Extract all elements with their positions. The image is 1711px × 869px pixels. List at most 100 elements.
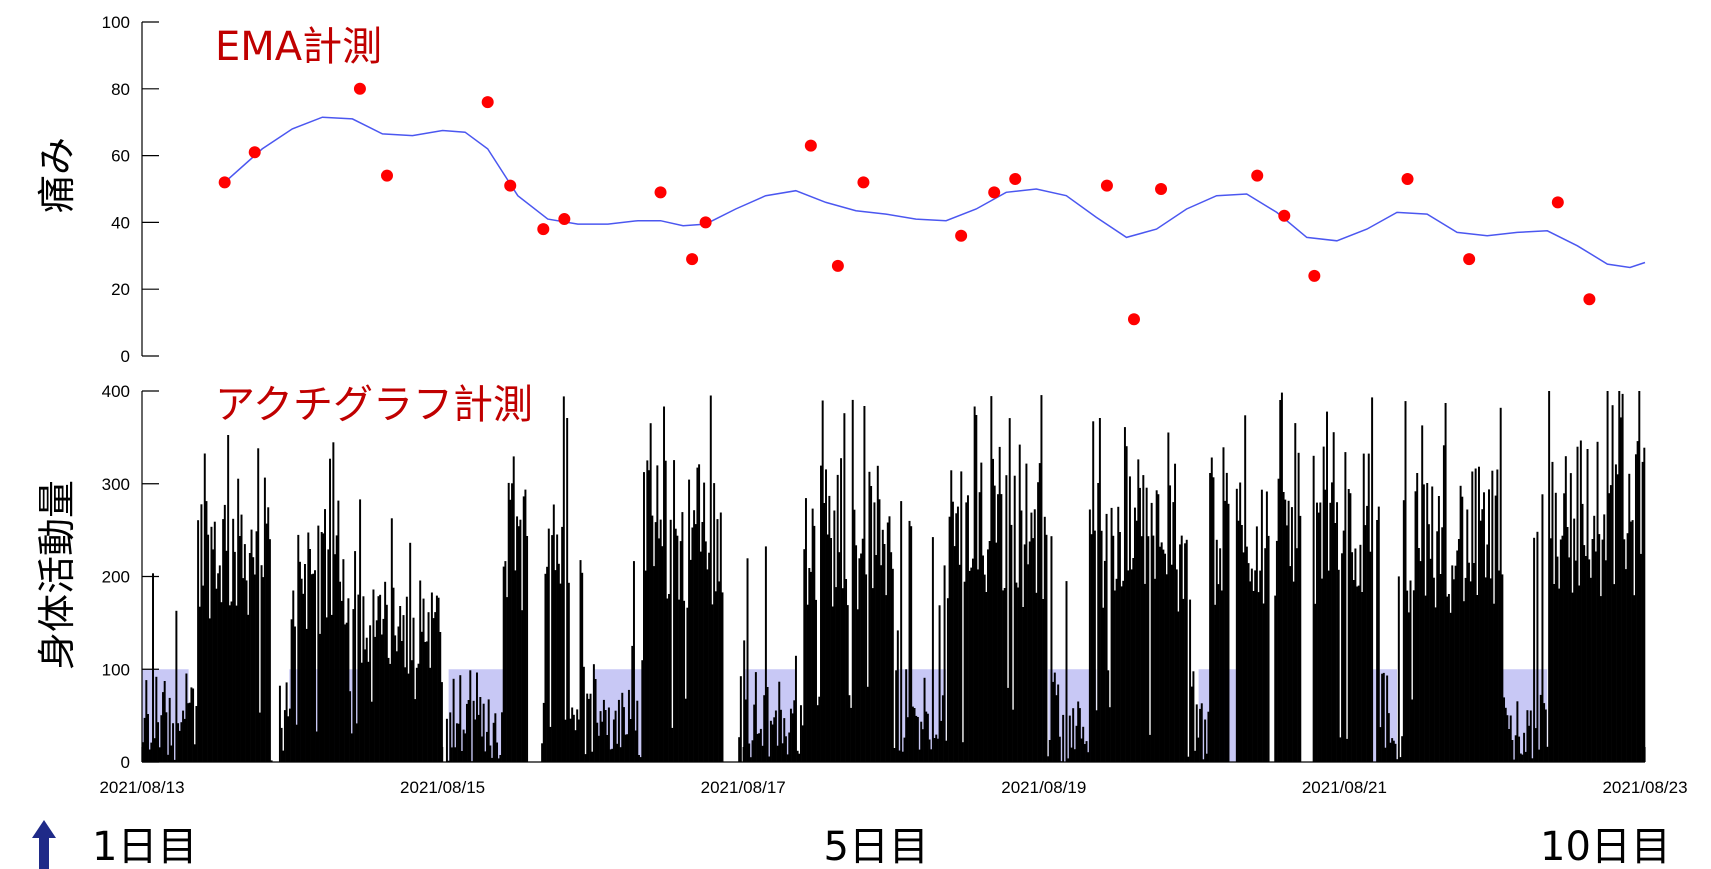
activity-bar (574, 730, 577, 762)
activity-bar (1571, 592, 1574, 762)
activity-bar (1337, 569, 1340, 762)
activity-bar (1040, 395, 1043, 762)
activity-bar (1055, 695, 1058, 762)
activity-bar (1170, 564, 1173, 762)
activity-bar (858, 558, 861, 762)
activity-bar (616, 743, 619, 762)
activity-bar (208, 618, 211, 762)
activity-bar (457, 723, 460, 762)
activity-bar (499, 755, 502, 762)
activity-bar (1417, 548, 1420, 762)
activity-bar (925, 711, 928, 762)
activity-bar (689, 559, 692, 762)
activity-bar (1509, 715, 1512, 762)
activity-bar (357, 594, 360, 762)
activity-bar (653, 566, 655, 762)
activity-bar (491, 757, 493, 762)
activity-bar (666, 598, 669, 762)
activity-bar (148, 749, 151, 762)
activity-bar (569, 718, 572, 762)
activity-bar (1179, 544, 1182, 762)
activity-bar (1087, 752, 1090, 762)
activity-bar (841, 588, 844, 762)
activity-bar (1083, 744, 1086, 762)
activity-bar (429, 667, 432, 762)
pain-point (380, 169, 393, 182)
activity-bar (581, 572, 584, 762)
activity-bars (142, 391, 1646, 762)
activity-bar (641, 660, 644, 762)
activity-bar (701, 522, 704, 762)
activity-bar (1078, 708, 1081, 762)
activity-bar (1489, 578, 1492, 762)
activity-bar (713, 483, 716, 762)
activity-bar (1604, 560, 1607, 762)
activity-bar (1599, 596, 1602, 762)
pain-point (831, 259, 844, 272)
activity-bar (1351, 552, 1354, 762)
activity-bar (796, 750, 799, 762)
activity-bar (1387, 713, 1390, 762)
pain-point (481, 96, 494, 109)
activity-bar (886, 522, 889, 762)
activity-bar (1381, 673, 1384, 762)
activity-bar (1215, 539, 1218, 762)
activity-bar (851, 399, 854, 762)
activity-bar (784, 736, 787, 762)
activity-bar (1389, 742, 1392, 762)
activity-bar (1053, 672, 1056, 762)
activity-bar (1414, 491, 1417, 762)
activity-bar (1190, 686, 1193, 762)
activity-bar (1072, 708, 1075, 762)
activity-bar (163, 681, 166, 762)
activity-bar (825, 469, 827, 762)
activity-bar (268, 539, 271, 762)
activity-bar (195, 706, 198, 762)
activity-bar (968, 570, 971, 762)
activity-bar (1005, 475, 1008, 762)
activity-bar (873, 502, 876, 762)
activity-bar (385, 604, 388, 762)
activity-bar (143, 717, 146, 762)
activity-bar (1317, 512, 1320, 762)
activity-bar (1164, 553, 1167, 762)
activity-bar (414, 699, 417, 762)
activity-bar (1431, 486, 1434, 762)
activity-bar (459, 675, 462, 762)
activity-bar (1377, 506, 1380, 762)
activity-bar (820, 465, 822, 762)
activity-bar (474, 719, 477, 762)
activity-bar (200, 504, 203, 762)
activity-bar (1474, 468, 1477, 762)
activity-bar (280, 727, 283, 762)
activity-bar (1569, 473, 1572, 762)
activity-bar (938, 605, 941, 762)
activity-bar (1421, 425, 1424, 762)
pain-y-tick-label: 0 (121, 347, 130, 366)
activity-bar (355, 723, 358, 762)
activity-bar (1397, 576, 1400, 762)
activity-bar (1322, 446, 1325, 762)
activity-bar (1614, 464, 1617, 762)
activity-bar (315, 731, 318, 762)
activity-bar (943, 565, 946, 762)
activity-panel-title: アクチグラフ計測 (215, 382, 533, 428)
activity-bar (227, 435, 230, 762)
activity-bar (197, 520, 200, 762)
activity-bar (417, 663, 420, 762)
activity-bar (392, 587, 395, 762)
activity-bar (362, 596, 365, 762)
activity-bar (1469, 581, 1472, 762)
activity-bar (1341, 553, 1344, 762)
activity-bar (791, 713, 794, 762)
activity-bar (424, 642, 427, 762)
activity-bar (380, 634, 383, 762)
activity-bar (212, 549, 215, 762)
activity-bar (310, 574, 313, 762)
activity-bar (409, 542, 412, 762)
activity-bar (1197, 737, 1200, 762)
activity-bar (863, 406, 866, 762)
activity-bar (1219, 548, 1222, 762)
activity-bar (632, 561, 635, 762)
activity-bar (1092, 421, 1095, 762)
